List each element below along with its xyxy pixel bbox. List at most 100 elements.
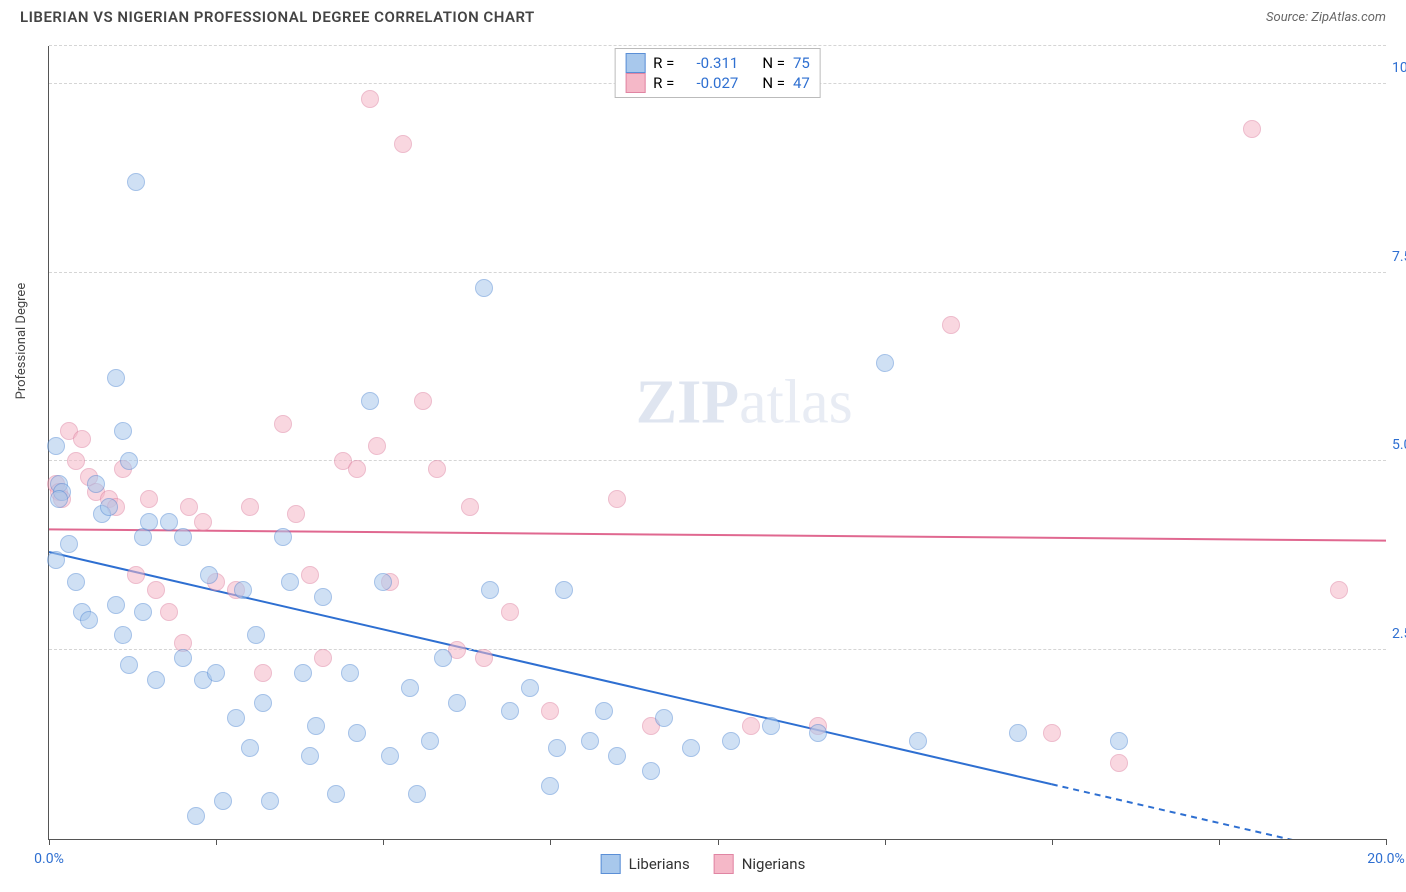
data-point <box>348 460 366 478</box>
n-label: N = <box>762 74 785 92</box>
data-point <box>73 430 91 448</box>
source-label: Source: ZipAtlas.com <box>1266 10 1386 25</box>
data-point <box>374 573 392 591</box>
trend-lines <box>49 46 1386 839</box>
data-point <box>608 747 626 765</box>
x-tick <box>550 839 551 845</box>
x-tick <box>383 839 384 845</box>
n-label: N = <box>762 54 785 72</box>
legend-row: R = -0.027 N = 47 <box>625 73 810 93</box>
data-point <box>234 581 252 599</box>
data-point <box>1110 732 1128 750</box>
data-point <box>301 747 319 765</box>
correlation-legend: R = -0.311 N = 75 R = -0.027 N = 47 <box>614 48 821 98</box>
data-point <box>274 528 292 546</box>
n-value: 47 <box>793 74 810 92</box>
y-tick-label: 5.0% <box>1392 437 1406 453</box>
chart-title: LIBERIAN VS NIGERIAN PROFESSIONAL DEGREE… <box>20 8 535 26</box>
data-point <box>194 513 212 531</box>
data-point <box>107 596 125 614</box>
data-point <box>448 694 466 712</box>
r-label: R = <box>653 54 674 72</box>
data-point <box>281 573 299 591</box>
data-point <box>314 588 332 606</box>
data-point <box>555 581 573 599</box>
data-point <box>541 702 559 720</box>
data-point <box>50 490 68 508</box>
legend-label: Nigerians <box>742 855 806 873</box>
data-point <box>762 717 780 735</box>
data-point <box>655 709 673 727</box>
data-point <box>1330 581 1348 599</box>
data-point <box>60 535 78 553</box>
data-point <box>401 679 419 697</box>
data-point <box>909 732 927 750</box>
data-point <box>247 626 265 644</box>
data-point <box>87 475 105 493</box>
swatch-icon <box>625 53 645 73</box>
swatch-icon <box>625 73 645 93</box>
data-point <box>314 649 332 667</box>
gridline <box>49 45 1386 46</box>
y-tick-label: 2.5% <box>1392 626 1406 642</box>
y-tick-label: 10.0% <box>1392 60 1406 76</box>
x-tick <box>885 839 886 845</box>
data-point <box>241 498 259 516</box>
y-tick-label: 7.5% <box>1392 249 1406 265</box>
data-point <box>301 566 319 584</box>
data-point <box>147 671 165 689</box>
r-value: -0.311 <box>682 54 738 72</box>
data-point <box>274 415 292 433</box>
data-point <box>608 490 626 508</box>
legend-item: Liberians <box>601 854 690 874</box>
data-point <box>47 437 65 455</box>
data-point <box>327 785 345 803</box>
data-point <box>434 649 452 667</box>
data-point <box>147 581 165 599</box>
data-point <box>642 762 660 780</box>
data-point <box>207 664 225 682</box>
data-point <box>722 732 740 750</box>
data-point <box>140 513 158 531</box>
data-point <box>348 724 366 742</box>
data-point <box>200 566 218 584</box>
legend-label: Liberians <box>629 855 690 873</box>
legend-item: Nigerians <box>714 854 806 874</box>
data-point <box>581 732 599 750</box>
data-point <box>481 581 499 599</box>
x-tick <box>718 839 719 845</box>
swatch-icon <box>714 854 734 874</box>
data-point <box>67 452 85 470</box>
x-tick-label: 20.0% <box>1367 851 1405 867</box>
data-point <box>876 354 894 372</box>
data-point <box>361 392 379 410</box>
x-tick <box>1386 839 1387 845</box>
data-point <box>307 717 325 735</box>
gridline <box>49 272 1386 273</box>
data-point <box>368 437 386 455</box>
data-point <box>475 649 493 667</box>
data-point <box>67 573 85 591</box>
data-point <box>254 694 272 712</box>
data-point <box>381 747 399 765</box>
data-point <box>261 792 279 810</box>
data-point <box>100 498 118 516</box>
data-point <box>241 739 259 757</box>
data-point <box>521 679 539 697</box>
data-point <box>942 316 960 334</box>
data-point <box>408 785 426 803</box>
data-point <box>160 603 178 621</box>
data-point <box>475 279 493 297</box>
legend-row: R = -0.311 N = 75 <box>625 53 810 73</box>
x-tick-label: 0.0% <box>34 851 64 867</box>
data-point <box>134 603 152 621</box>
data-point <box>140 490 158 508</box>
data-point <box>421 732 439 750</box>
data-point <box>1110 754 1128 772</box>
data-point <box>742 717 760 735</box>
gridline <box>49 649 1386 650</box>
x-tick <box>49 839 50 845</box>
data-point <box>114 422 132 440</box>
data-point <box>501 603 519 621</box>
data-point <box>287 505 305 523</box>
